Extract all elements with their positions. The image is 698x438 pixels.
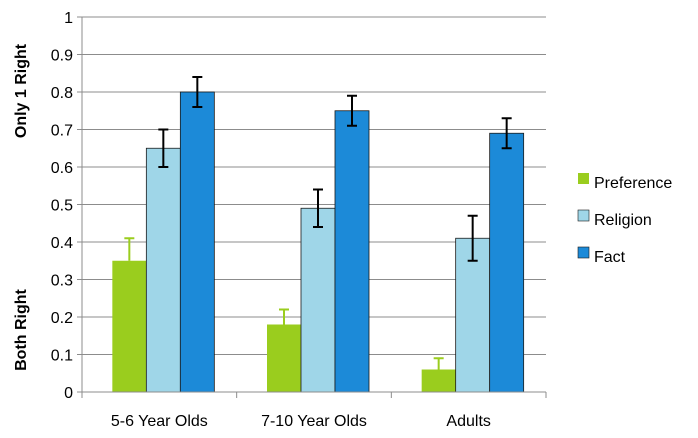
legend: Preference Religion Fact — [577, 173, 672, 266]
y-tick-label: 0.5 — [51, 198, 73, 215]
y-tick-label: 0.1 — [51, 348, 73, 365]
y-tick-label: 0.2 — [51, 310, 73, 327]
legend-swatch-fact — [577, 246, 590, 259]
bar-religion — [145, 147, 181, 393]
legend-swatch-preference — [578, 173, 589, 184]
bar-fact — [489, 132, 525, 393]
y-tick-label: 0 — [64, 385, 73, 402]
x-category-label: 7-10 Year Olds — [261, 413, 367, 430]
bar-preference — [421, 369, 456, 392]
legend-label-fact: Fact — [594, 249, 626, 266]
y-tick-labels: 0 0.1 0.2 0.3 0.4 0.5 0.6 0.7 0.8 0.9 1 — [51, 10, 73, 402]
bar-fact — [179, 91, 215, 393]
bar-preference — [112, 260, 147, 392]
y-axis-title-top: Only 1 Right — [13, 43, 30, 138]
y-tick-label: 0.9 — [51, 48, 73, 65]
bar-fact — [334, 110, 370, 393]
x-category-labels: 5-6 Year Olds 7-10 Year Olds Adults — [111, 413, 491, 430]
x-category-label: 5-6 Year Olds — [111, 413, 208, 430]
legend-label-religion: Religion — [594, 212, 652, 229]
x-category-label: Adults — [446, 413, 490, 430]
bar-religion — [300, 207, 336, 393]
y-tick-label: 0.6 — [51, 160, 73, 177]
y-tick-label: 1 — [64, 10, 73, 27]
y-tick-label: 0.8 — [51, 85, 73, 102]
bar-preference — [267, 324, 301, 392]
bars — [112, 91, 525, 393]
y-tick-label: 0.3 — [51, 273, 73, 290]
y-tick-label: 0.7 — [51, 123, 73, 140]
axes — [77, 16, 547, 398]
y-tick-label: 0.4 — [51, 235, 73, 252]
legend-swatch-religion — [577, 209, 590, 222]
y-axis-title-bottom: Both Right — [13, 288, 30, 370]
legend-label-preference: Preference — [594, 175, 672, 192]
error-bars — [124, 76, 512, 370]
